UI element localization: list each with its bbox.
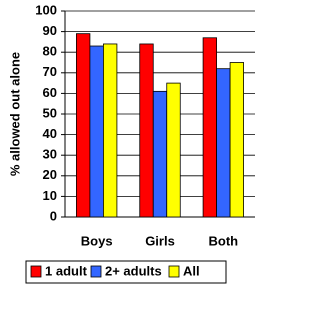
bar [140,44,154,217]
bar [90,46,104,217]
bar [153,91,167,217]
y-tick-label: 100 [35,2,57,17]
y-tick-label: 70 [43,64,57,79]
bar [103,44,117,217]
y-tick-label: 20 [43,167,57,182]
bar [167,83,181,217]
bar [217,69,231,217]
legend-label: 2+ adults [105,263,162,278]
y-tick-label: 80 [43,44,57,59]
legend-label: 1 adult [45,263,88,278]
bar [230,63,244,218]
y-tick-label: 30 [43,147,57,162]
legend-swatch [169,266,179,277]
y-tick-label: 50 [43,105,57,120]
y-tick-label: 40 [43,126,57,141]
y-tick-label: 0 [50,208,57,223]
chart: % allowed out alone 0 10 20 30 40 50 60 70 80 90 1… [0,0,270,309]
legend-swatch [91,266,101,277]
y-tick-label: 60 [43,85,57,100]
x-tick-label: Both [209,233,239,248]
legend-label: All [183,263,200,278]
y-tick-label: 90 [43,23,57,38]
y-axis-label: % allowed out alone [7,52,22,176]
legend-swatch [31,266,41,277]
y-tick-label: 10 [43,188,57,203]
x-tick-label: Boys [81,233,113,248]
bar [76,34,90,217]
x-tick-label: Girls [145,233,175,248]
bar [203,38,217,217]
